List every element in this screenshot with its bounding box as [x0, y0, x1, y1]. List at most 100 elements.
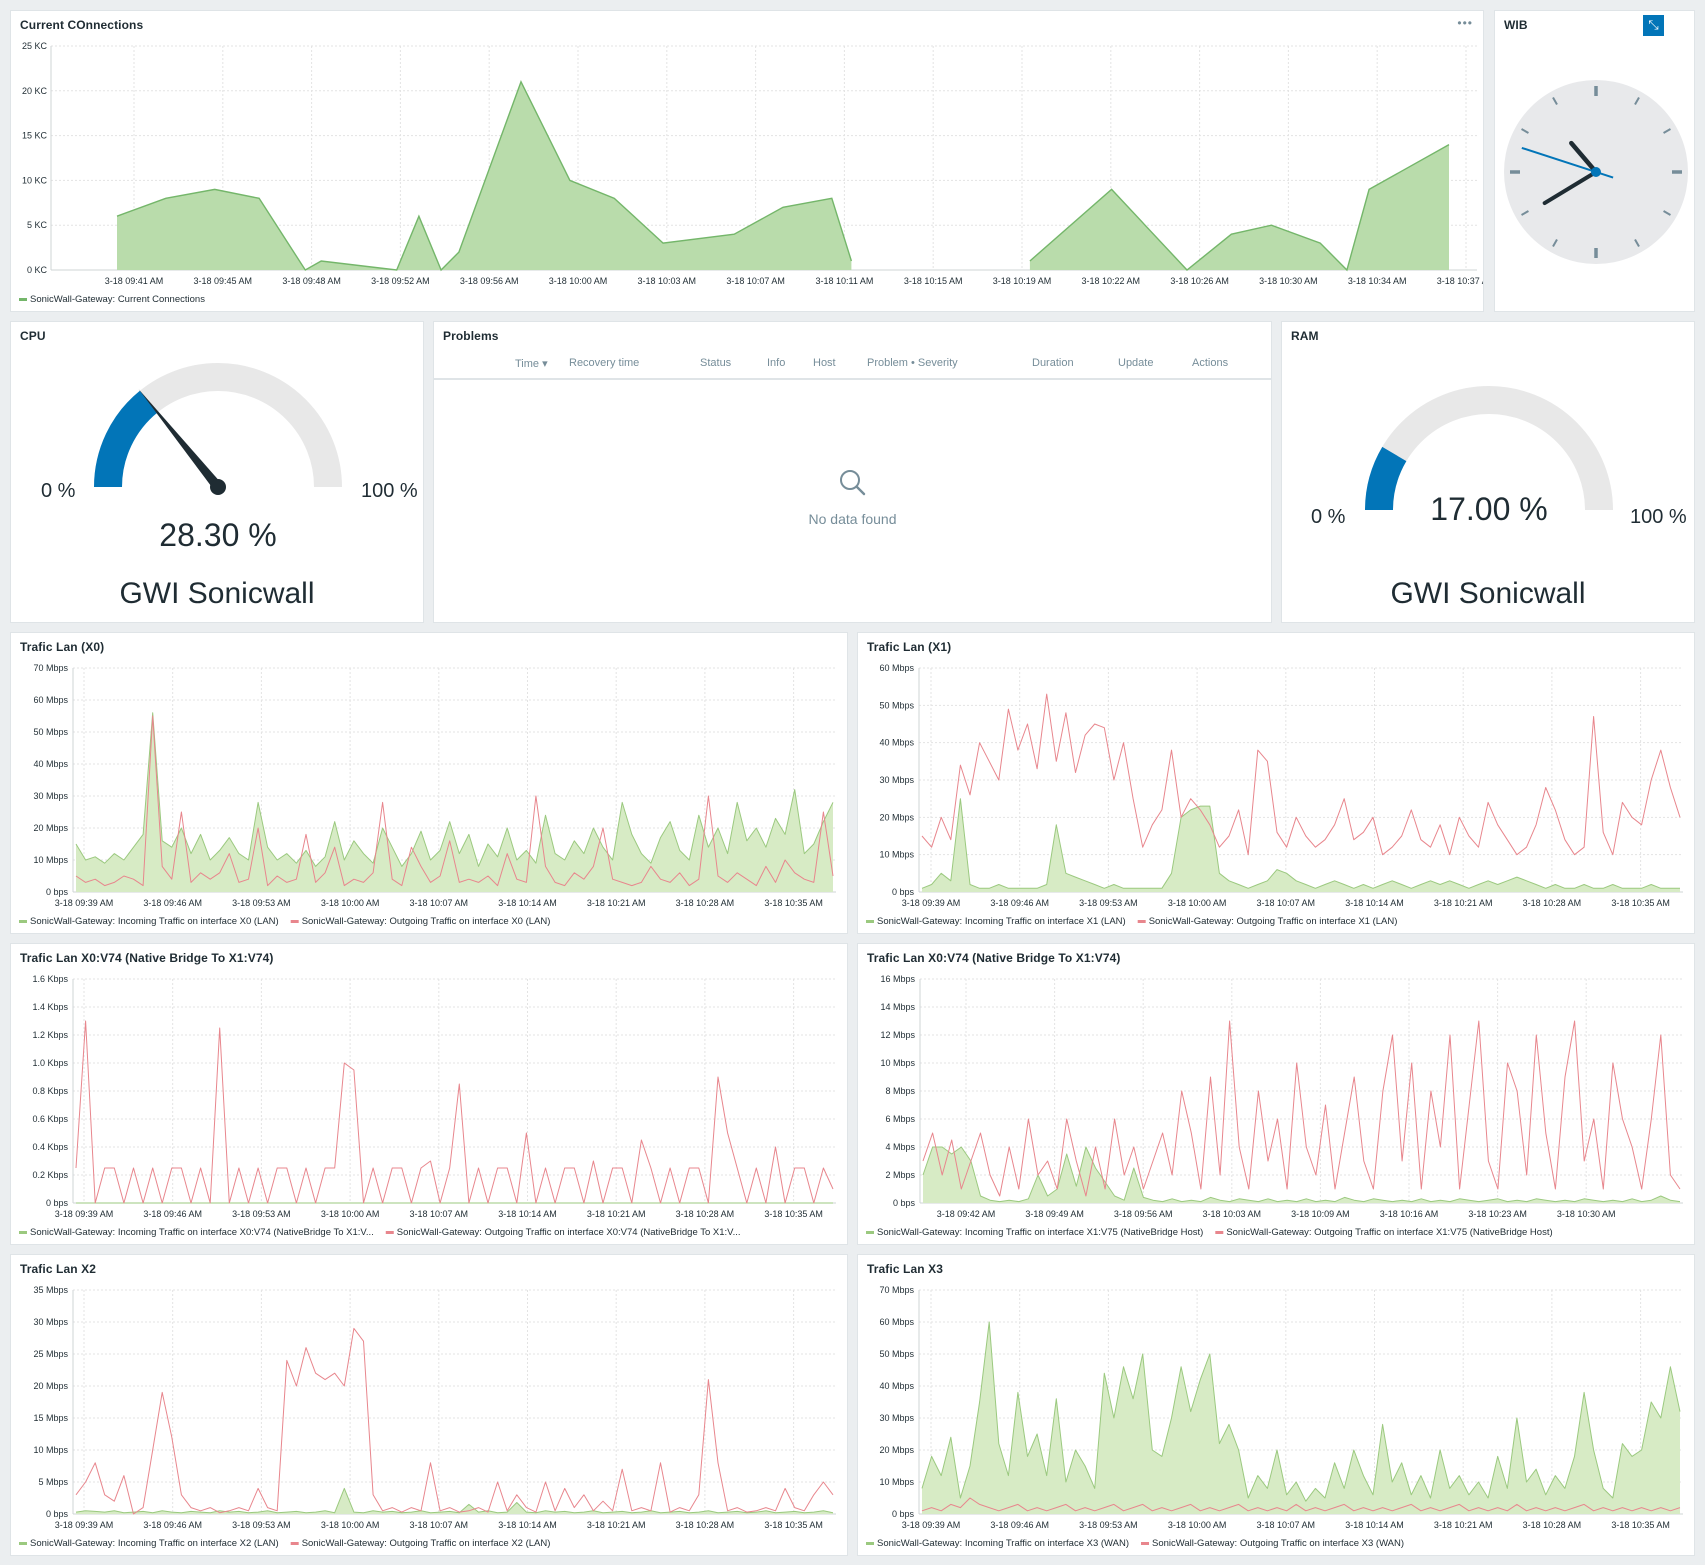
x-tick-label: 3-18 10:21 AM — [587, 1520, 646, 1530]
y-tick-label: 70 Mbps — [33, 663, 68, 673]
column-duration: Duration — [1032, 357, 1074, 369]
x-tick-label: 3-18 09:56 AM — [460, 276, 519, 286]
y-tick-label: 6 Mbps — [885, 1114, 915, 1124]
collapse-icon[interactable]: ⤡ — [1643, 15, 1664, 36]
series-line — [75, 712, 834, 867]
x-tick-label: 3-18 10:34 AM — [1348, 276, 1407, 286]
x-tick-label: 3-18 10:14 AM — [1345, 1520, 1404, 1530]
legend-label: SonicWall-Gateway: Outgoing Traffic on i… — [302, 916, 551, 927]
x-tick-label: 3-18 10:30 AM — [1259, 276, 1318, 286]
widget-title: RAM — [1291, 329, 1319, 343]
x-tick-label: 3-18 10:26 AM — [1170, 276, 1229, 286]
x-tick-label: 3-18 10:35 AM — [764, 1209, 823, 1219]
y-tick-label: 40 Mbps — [33, 759, 68, 769]
x-tick-label: 3-18 10:28 AM — [676, 898, 735, 908]
widget-title: Trafic Lan X0:V74 (Native Bridge To X1:V… — [867, 951, 1121, 965]
series-area — [922, 1322, 1680, 1514]
x-tick-label: 3-18 10:21 AM — [587, 1209, 646, 1219]
clock-tick — [1663, 210, 1671, 216]
widget-title: Trafic Lan X2 — [20, 1262, 96, 1276]
x-tick-label: 3-18 09:52 AM — [371, 276, 430, 286]
x-tick-label: 3-18 09:45 AM — [194, 276, 253, 286]
x-tick-label: 3-18 10:28 AM — [676, 1520, 735, 1530]
traffic-x1-widget: Trafic Lan (X1) 60 Mbps 50 Mbps 40 Mbps 30 … — [857, 632, 1695, 934]
y-tick-label: 10 Mbps — [33, 1445, 68, 1455]
y-tick-label: 0 bps — [893, 1198, 916, 1208]
traffic-x0-widget: Trafic Lan (X0) 70 Mbps 60 Mbps 50 Mbps 40 … — [10, 632, 848, 934]
problems-widget: Problems Time ▾ Recovery time Status Inf… — [433, 321, 1272, 623]
gauge-caption: GWI Sonicwall — [119, 577, 315, 610]
y-tick-label: 1.2 Kbps — [32, 1030, 68, 1040]
x-tick-label: 3-18 10:07 AM — [726, 276, 785, 286]
legend-swatch — [866, 1542, 874, 1545]
cpu-gauge — [94, 363, 342, 495]
x-tick-label: 3-18 09:53 AM — [1079, 1520, 1138, 1530]
legend-swatch — [866, 1231, 874, 1234]
x-tick-label: 3-18 10:28 AM — [1523, 898, 1582, 908]
gauge-min-label: 0 % — [1311, 506, 1346, 528]
column-time[interactable]: Time ▾ — [515, 358, 548, 370]
legend-label: SonicWall-Gateway: Outgoing Traffic on i… — [1152, 1538, 1404, 1549]
gauge-needle-hub — [210, 479, 226, 495]
x-tick-label: 3-18 10:03 AM — [1203, 1209, 1262, 1219]
x-tick-label: 3-18 10:07 AM — [1257, 898, 1316, 908]
widget-title: Trafic Lan X3 — [867, 1262, 943, 1276]
x-tick-label: 3-18 10:35 AM — [1611, 898, 1670, 908]
current-connections-widget: Current COnnections ••• 25 KC 20 KC 15 KC 1… — [10, 10, 1484, 312]
legend-label: SonicWall-Gateway: Outgoing Traffic on i… — [1149, 916, 1398, 927]
widget-title: Current COnnections — [20, 18, 144, 32]
x-tick-label: 3-18 09:53 AM — [1079, 898, 1138, 908]
x-tick-label: 3-18 10:16 AM — [1380, 1209, 1439, 1219]
y-tick-label: 25 Mbps — [33, 1349, 68, 1359]
column-status: Status — [700, 357, 732, 369]
x-tick-label: 3-18 10:00 AM — [1168, 1520, 1227, 1530]
y-tick-label: 1.6 Kbps — [32, 974, 68, 984]
series-line — [922, 1020, 1681, 1197]
x-tick-label: 3-18 10:28 AM — [1523, 1520, 1582, 1530]
series-line — [921, 1497, 1681, 1512]
no-data-text: No data found — [808, 511, 897, 527]
column-recovery-time: Recovery time — [569, 357, 640, 369]
y-tick-label: 10 Mbps — [879, 850, 914, 860]
more-icon[interactable]: ••• — [1457, 16, 1473, 30]
x-tick-label: 3-18 10:22 AM — [1082, 276, 1141, 286]
clock-tick — [1634, 239, 1640, 247]
y-tick-label: 0 bps — [892, 887, 915, 897]
series-area — [1029, 144, 1449, 270]
y-tick-label: 15 Mbps — [33, 1413, 68, 1423]
legend-swatch — [19, 298, 27, 301]
y-tick-label: 30 Mbps — [879, 775, 914, 785]
traffic-x1-v75-widget: Trafic Lan X0:V74 (Native Bridge To X1:V… — [857, 943, 1695, 1245]
y-tick-label: 10 Mbps — [33, 855, 68, 865]
column-host: Host — [813, 357, 836, 369]
traffic-x1-v75-chart: 16 Mbps 14 Mbps 12 Mbps 10 Mbps 8 Mbps 6 Mbps… — [866, 974, 1683, 1238]
legend-swatch — [290, 1542, 299, 1545]
legend-label: SonicWall-Gateway: Incoming Traffic on i… — [877, 916, 1126, 927]
y-tick-label: 8 Mbps — [885, 1086, 915, 1096]
legend-label: SonicWall-Gateway: Outgoing Traffic on i… — [397, 1227, 741, 1238]
x-tick-label: 3-18 10:28 AM — [676, 1209, 735, 1219]
legend-label: SonicWall-Gateway: Incoming Traffic on i… — [877, 1538, 1129, 1549]
legend-swatch — [866, 920, 874, 923]
legend-swatch — [19, 920, 27, 923]
clock-minute-hand — [1542, 170, 1598, 206]
widget-title: Trafic Lan X0:V74 (Native Bridge To X1:V… — [20, 951, 274, 965]
column-update: Update — [1118, 357, 1154, 369]
x-tick-label: 3-18 09:48 AM — [282, 276, 341, 286]
y-tick-label: 0.4 Kbps — [32, 1142, 68, 1152]
clock-tick — [1634, 97, 1640, 105]
series-line — [75, 1020, 834, 1204]
traffic-x1-chart: 60 Mbps 50 Mbps 40 Mbps 30 Mbps 20 Mbps 10 Mb… — [866, 663, 1683, 927]
x-tick-label: 3-18 10:37 AM — [1437, 276, 1484, 286]
legend-swatch — [19, 1542, 27, 1545]
series-line — [116, 80, 853, 272]
traffic-x0-v74-chart: 1.6 Kbps 1.4 Kbps 1.2 Kbps 1.0 Kbps 0.8 Kbps… — [19, 974, 836, 1238]
legend-label: SonicWall-Gateway: Outgoing Traffic on i… — [1226, 1227, 1552, 1238]
y-tick-label: 1.4 Kbps — [32, 1002, 68, 1012]
column-problem-severity: Problem • Severity — [867, 357, 958, 369]
y-tick-label: 10 Mbps — [879, 1477, 914, 1487]
x-tick-label: 3-18 10:07 AM — [1257, 1520, 1316, 1530]
x-tick-label: 3-18 09:46 AM — [143, 1520, 202, 1530]
x-tick-label: 3-18 10:07 AM — [410, 1209, 469, 1219]
series-area — [922, 798, 1680, 892]
